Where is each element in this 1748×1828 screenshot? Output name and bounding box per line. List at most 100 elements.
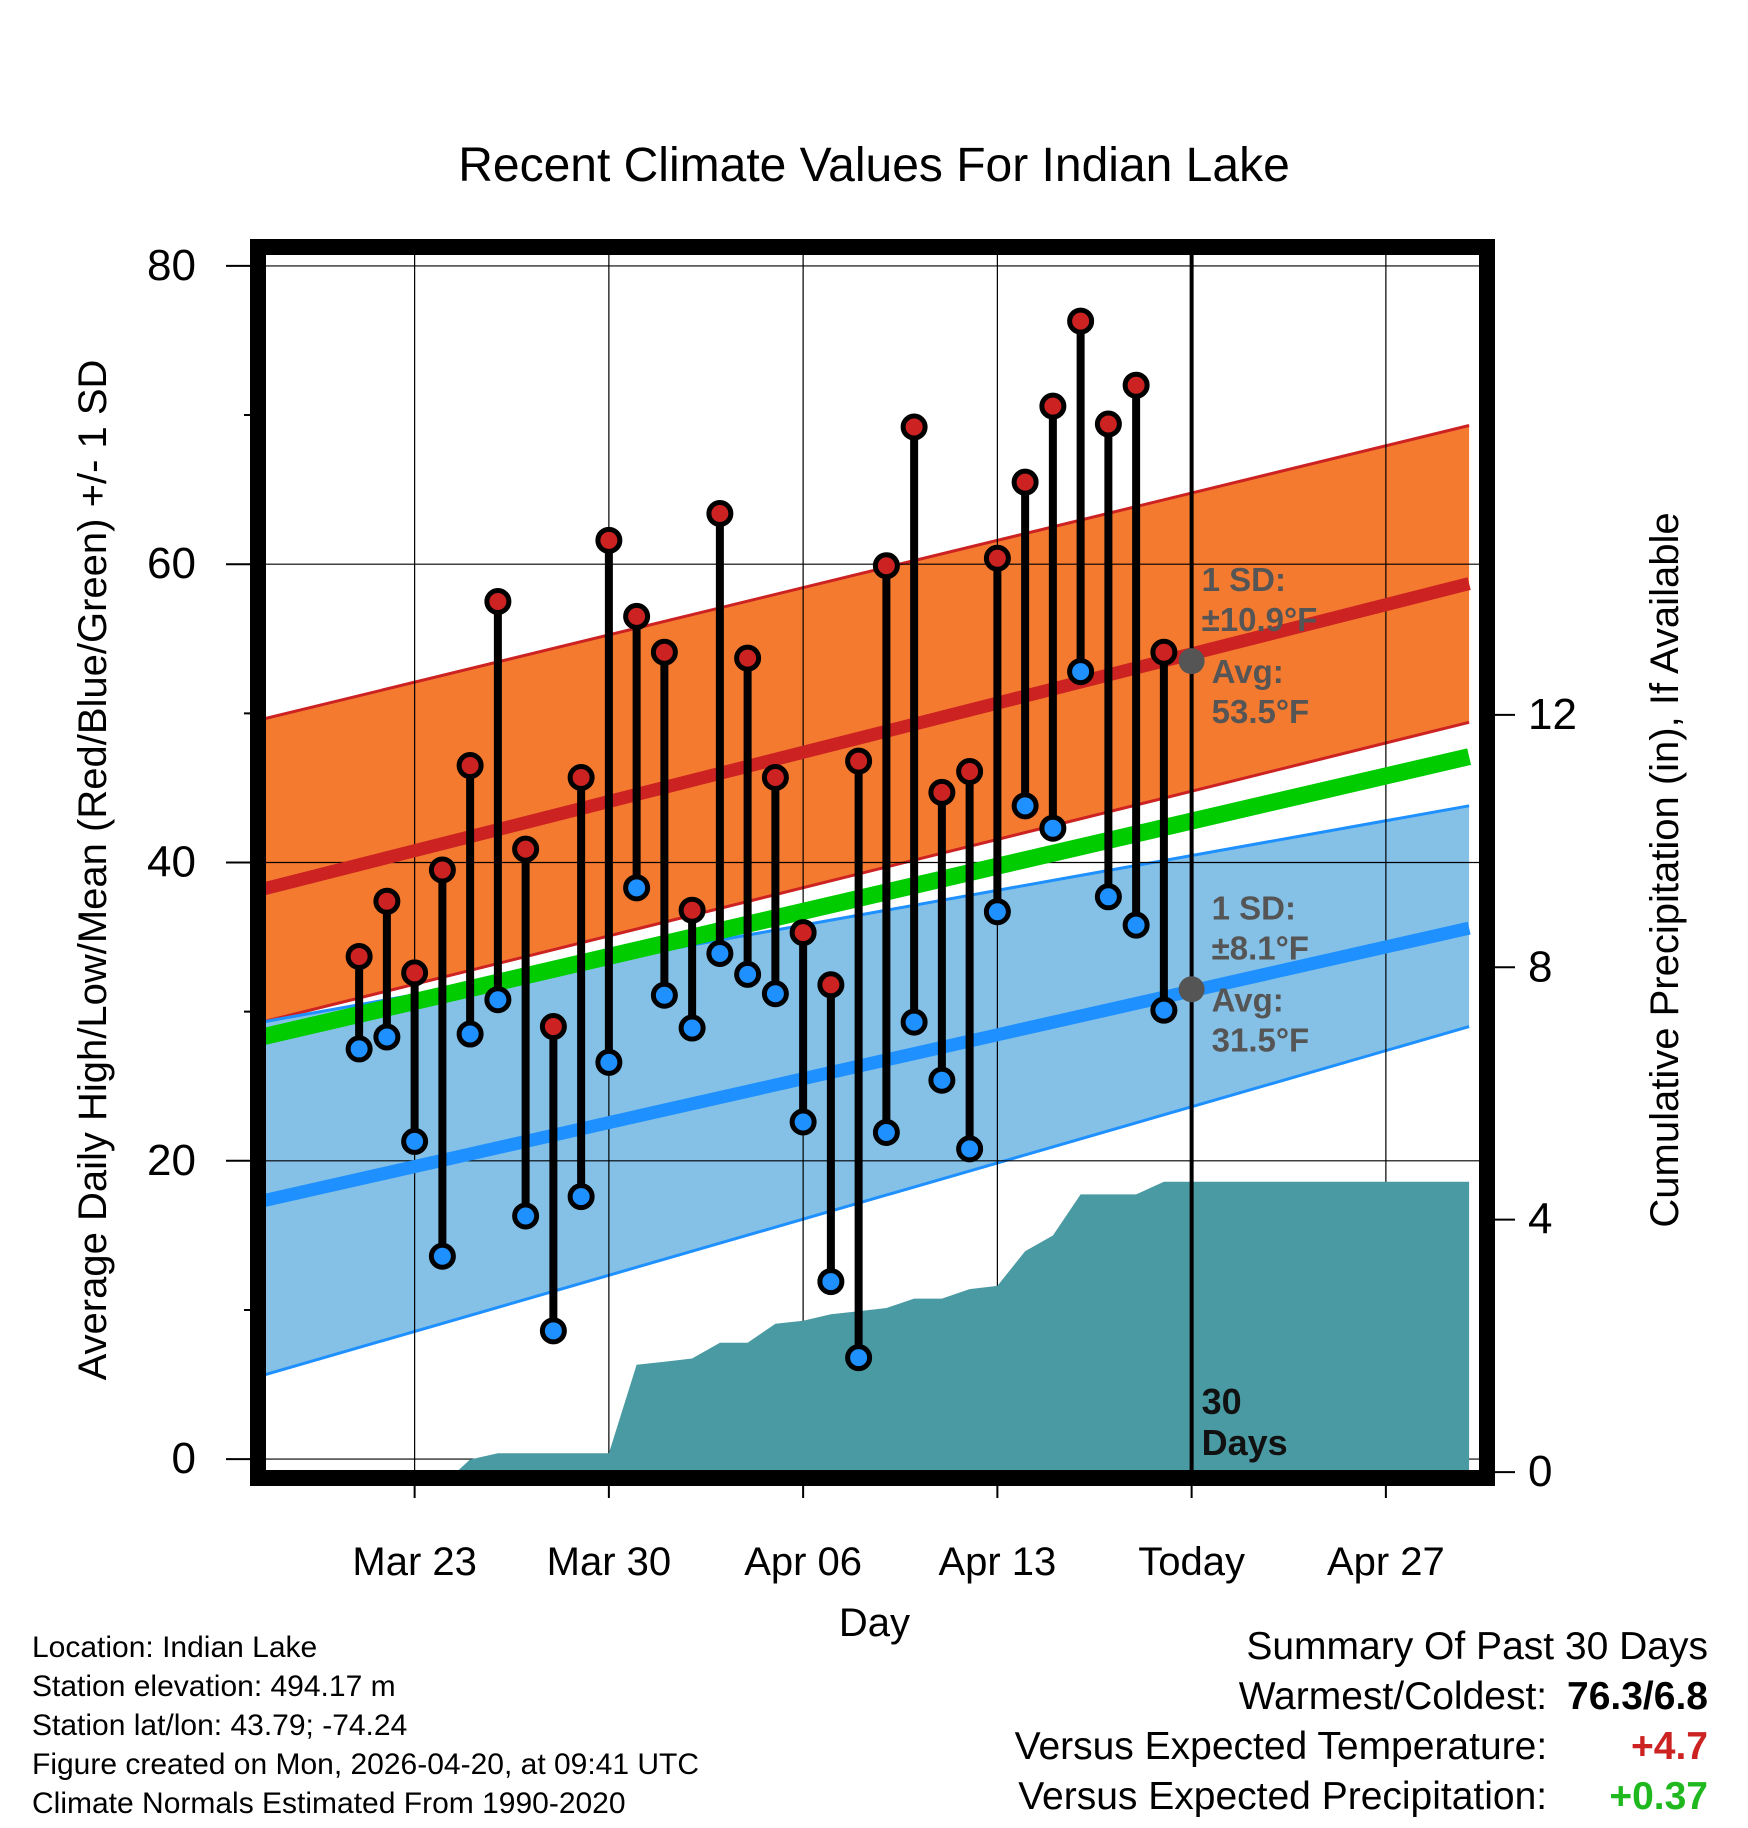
daily-high-point [872,552,900,580]
daily-low-point [1067,658,1095,686]
daily-low-point [456,1020,484,1048]
daily-low-point [401,1127,429,1155]
location-text: Location: Indian Lake [32,1631,318,1664]
x-tick-label: Mar 30 [547,1540,672,1584]
low-avg-label: Avg: [1212,981,1284,1018]
daily-high-point [428,856,456,884]
axes: 0 20 40 60 80 0 4 8 12 Mar 23 Mar 30 Apr 06 Apr 13 To… [71,241,1687,1645]
daily-high-point [956,758,984,786]
daily-high-point [845,747,873,775]
y-axis-label: Average Daily High/Low/Mean (Red/Blue/Gr… [71,360,115,1381]
x-tick-label: Mar 23 [352,1540,477,1584]
daily-high-point [456,752,484,780]
high-sd-value: ±10.9°F [1202,601,1318,638]
daily-high-point [678,896,706,924]
daily-high-point [1094,410,1122,438]
daily-low-point [650,981,678,1009]
daily-low-point [1150,996,1178,1024]
low-sd-label: 1 SD: [1212,889,1296,926]
daily-low-point [678,1014,706,1042]
daily-high-point [1150,638,1178,666]
y-tick-label: 20 [147,1136,196,1185]
daily-high-point [1011,468,1039,496]
y-tick-label: 40 [147,838,196,887]
station-info: Location: Indian Lake Station elevation:… [32,1628,699,1823]
daily-high-point [761,763,789,791]
x-tick-label: Apr 13 [938,1540,1056,1584]
daily-low-point [900,1008,928,1036]
daily-low-point [623,874,651,902]
today-low-avg-marker [1178,976,1205,1003]
daily-low-point [1011,792,1039,820]
daily-high-point [900,413,928,441]
daily-low-point [428,1242,456,1270]
daily-low-point [761,980,789,1008]
y-tick-label: 0 [172,1434,196,1483]
summary-panel: Summary Of Past 30 Days Warmest/Coldest:… [1015,1622,1708,1822]
daily-high-point [1067,307,1095,335]
daily-high-point [373,887,401,915]
daily-low-point [845,1344,873,1372]
x-axis-label: Day [839,1601,910,1645]
daily-low-point [567,1183,595,1211]
daily-high-point [706,499,734,527]
daily-high-point [567,763,595,791]
normal-lines [262,577,1472,1208]
warmest-coldest-label: Warmest/Coldest: [1238,1675,1548,1718]
precip-area-group [262,1181,1470,1474]
temp-vs-expected-value: +4.7 [1631,1725,1708,1768]
days-label-text: Days [1202,1422,1288,1463]
x-tick-label: Today [1138,1540,1245,1584]
daily-low-point [539,1317,567,1345]
daily-low-point [789,1108,817,1136]
low-sd-band-lower-edge [262,1025,1470,1378]
y2-axis-label: Cumulative Precipitation (in), If Availa… [1643,512,1687,1227]
daily-high-point [650,638,678,666]
summary-heading: Summary Of Past 30 Days [1246,1625,1708,1668]
daily-low-point [928,1066,956,1094]
daily-values [345,307,1178,1372]
daily-low-point [512,1202,540,1230]
daily-high-point [817,971,845,999]
chart-title: Recent Climate Values For Indian Lake [458,139,1290,192]
high-avg-value: 53.5°F [1212,693,1310,730]
daily-high-point [401,959,429,987]
latlon-text: Station lat/lon: 43.79; -74.24 [32,1709,408,1742]
daily-high-point [1039,392,1067,420]
high-avg-label: Avg: [1212,653,1284,690]
daily-high-point [484,587,512,615]
normal-mean-line [262,748,1472,1046]
daily-high-point [983,544,1011,572]
today-high-avg-marker [1178,648,1205,675]
temp-vs-expected-label: Versus Expected Temperature: [1014,1725,1548,1768]
y2-tick-label: 12 [1528,690,1577,739]
high-sd-band-upper-edge [262,424,1470,721]
days-label-number: 30 [1202,1381,1242,1422]
y2-tick-label: 8 [1528,942,1552,991]
daily-low-point [734,960,762,988]
y2-tick-label: 4 [1528,1195,1552,1244]
normals-text: Climate Normals Estimated From 1990-2020 [32,1787,626,1820]
daily-high-point [928,778,956,806]
high-sd-band [262,425,1470,1023]
high-sd-label: 1 SD: [1202,561,1286,598]
daily-low-point [595,1048,623,1076]
precip-vs-expected-value: +0.37 [1609,1775,1708,1818]
y-tick-label: 60 [147,539,196,588]
daily-low-point [1039,814,1067,842]
precip-area [262,1181,1470,1474]
daily-low-point [956,1135,984,1163]
daily-low-point [817,1268,845,1296]
daily-high-point [512,835,540,863]
x-tick-label: Apr 27 [1327,1540,1445,1584]
y2-tick-label: 0 [1528,1447,1552,1496]
created-text: Figure created on Mon, 2026-04-20, at 09… [32,1748,700,1781]
daily-low-point [345,1035,373,1063]
daily-high-point [789,919,817,947]
daily-low-point [373,1023,401,1051]
x-tick-label: Apr 06 [744,1540,862,1584]
daily-high-point [734,644,762,672]
normal-low-line [262,921,1471,1208]
daily-low-point [872,1118,900,1146]
